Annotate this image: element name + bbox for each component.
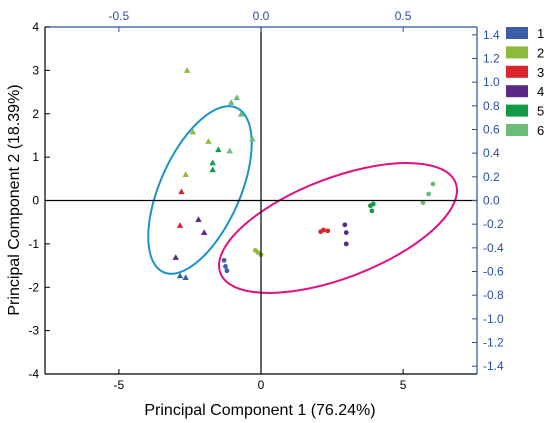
score-point-6 [430,181,436,187]
score-point-1 [221,257,227,263]
y-tick-label: 3 [32,63,39,77]
y-tick-label: 4 [32,20,39,34]
legend-swatch-2 [506,46,528,59]
right-tick-label: -1.0 [483,312,504,326]
x-tick-label: 5 [400,378,407,392]
y-tick-label: -1 [28,237,39,251]
legend-label-3: 3 [537,65,544,80]
score-point-6 [420,200,426,206]
x-axis-title: Principal Component 1 (76.24%) [144,402,375,419]
loading-point-1 [182,274,189,280]
legend-label-5: 5 [537,104,544,119]
right-tick-label: 1.2 [483,51,500,65]
legend: 1 2 3 4 5 6 [506,26,544,138]
loading-point-4 [172,254,179,260]
score-point-1 [224,268,230,274]
data-points [172,67,436,280]
right-tick-label: 0.8 [483,99,500,113]
right-tick-label: -1.2 [483,336,504,350]
loading-point-5 [215,146,222,153]
right-tick-label: 1.0 [483,75,500,89]
y-tick-label: 2 [32,107,39,121]
x-tick-label: -5 [114,378,125,392]
legend-label-6: 6 [537,123,544,138]
right-tick-label: 0.2 [483,170,500,184]
loadings-cluster-ellipse [147,105,253,275]
score-point-5 [369,208,375,214]
loading-point-3 [176,222,184,228]
scores-cluster-ellipse [218,162,458,294]
y-tick-label: -2 [28,280,39,294]
right-tick-label: 1.4 [483,28,500,42]
loading-point-4 [195,216,202,222]
right-tick-label: 0.4 [483,146,500,160]
top-tick-label: 0.5 [395,9,412,23]
loading-point-2 [183,67,191,73]
legend-swatch-3 [506,65,528,78]
legend-swatch-4 [506,85,528,98]
y-axis-title: Principal Component 2 (18.39%) [6,84,23,315]
score-point-3 [321,227,326,233]
right-tick-label: -0.8 [483,288,504,302]
x-tick-label: 0 [258,378,265,392]
group-ellipses [147,105,458,294]
legend-swatch-5 [506,104,528,117]
legend-swatch-6 [506,124,528,136]
y-tick-label: -3 [28,324,39,338]
loading-point-5 [209,166,216,173]
legend-label-4: 4 [537,84,544,99]
loading-point-6 [249,135,256,142]
score-point-4 [342,222,348,228]
loading-point-6 [226,147,233,154]
loading-point-2 [205,138,212,144]
score-point-4 [343,230,349,235]
right-tick-label: -0.2 [483,217,504,231]
loading-point-6 [237,110,245,117]
axes: -5 0 5 -4 -3 -2 -1 0 1 2 3 4 -0.5 0.0 0.5 -1.4 -1.2 -1.0 -… [28,9,504,392]
loading-point-5 [209,159,216,166]
right-tick-label: -1.4 [483,359,504,373]
y-tick-label: 1 [32,150,39,164]
score-point-6 [426,191,432,197]
y-tick-label: -4 [28,367,39,381]
right-tick-label: 0.6 [483,122,500,136]
legend-swatch-1 [506,27,528,39]
score-point-4 [343,241,349,247]
score-point-5 [370,201,376,207]
score-point-3 [325,228,331,234]
top-tick-label: 0.0 [253,9,270,23]
loading-point-6 [233,94,241,101]
legend-label-1: 1 [537,26,544,41]
y-tick-label: 0 [32,194,39,208]
loading-point-1 [176,272,184,279]
right-tick-label: 0.0 [483,194,500,208]
right-tick-label: -0.4 [483,241,504,255]
loading-point-2 [182,171,189,178]
legend-label-2: 2 [537,45,544,60]
loading-point-2 [189,128,196,135]
top-tick-label: -0.5 [109,9,130,23]
right-tick-label: -0.6 [483,265,504,279]
loading-point-6 [227,99,235,105]
loading-point-4 [200,229,208,236]
score-point-1 [223,264,228,269]
loading-point-3 [178,188,185,195]
